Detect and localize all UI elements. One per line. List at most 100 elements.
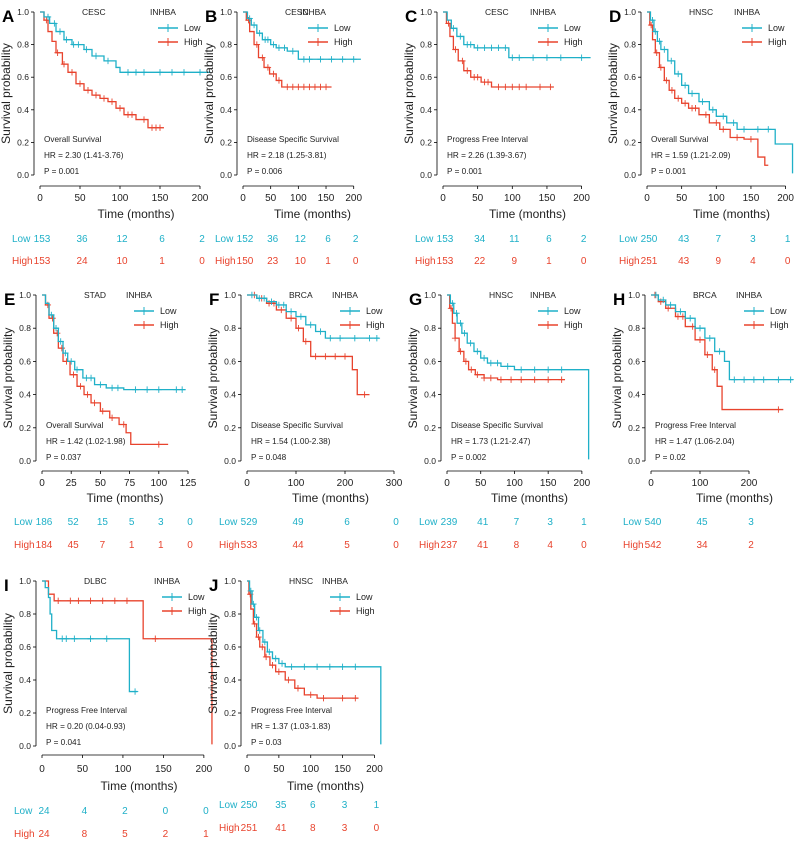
censor-mark-low	[474, 44, 481, 52]
risk-count-low: 0	[163, 806, 169, 817]
x-tick-label: 200	[573, 193, 590, 204]
censor-mark-high	[120, 421, 127, 428]
x-tick-label: 50	[475, 478, 487, 489]
y-tick-label: 0.6	[220, 72, 232, 82]
risk-row-label-high: High	[12, 256, 33, 267]
x-tick-label: 200	[366, 764, 383, 775]
censor-mark-high	[284, 83, 291, 91]
x-tick-label: 200	[337, 478, 354, 489]
legend-censor-low	[168, 593, 176, 601]
risk-count-low: 6	[546, 234, 552, 245]
legend-censor-high	[314, 38, 322, 46]
censor-mark-low	[63, 36, 70, 43]
km-panel-B: B Survival probability 0.0 0.2 0.4 0.6 0.8 1.0 0…	[202, 7, 362, 267]
legend-censor-low	[336, 593, 344, 601]
censor-mark-high	[509, 83, 516, 91]
km-curve-high	[247, 580, 359, 699]
censor-mark-low	[327, 334, 334, 342]
p-value: P = 0.006	[247, 167, 283, 176]
censor-mark-high	[468, 366, 475, 373]
y-tick-label: 0.2	[424, 423, 436, 433]
x-axis-label: Time (months)	[696, 491, 773, 505]
risk-count-low: 3	[750, 234, 756, 245]
censor-mark-high	[507, 376, 515, 383]
legend-censor-high	[346, 321, 354, 329]
censor-mark-low	[578, 54, 585, 61]
x-tick-label: 150	[318, 193, 335, 204]
legend-censor-high	[164, 38, 172, 46]
censor-mark-low	[467, 41, 474, 48]
legend-label-high: High	[366, 320, 385, 330]
y-tick-label: 0.6	[19, 642, 31, 652]
censor-mark-low	[143, 386, 151, 393]
hazard-ratio: HR = 0.20 (0.04-0.93)	[46, 722, 126, 731]
y-tick-label: 0.2	[19, 423, 31, 433]
legend-censor-high	[168, 607, 176, 615]
risk-count-high: 153	[34, 256, 51, 267]
risk-count-high: 0	[581, 256, 587, 267]
risk-count-low: 49	[292, 517, 304, 528]
censor-mark-low	[275, 44, 283, 52]
risk-count-low: 3	[547, 517, 553, 528]
censor-mark-low	[373, 334, 381, 342]
censor-mark-low	[775, 376, 782, 383]
endpoint-label: Progress Free Interval	[46, 706, 127, 715]
censor-mark-high	[747, 135, 755, 143]
x-tick-label: 200	[192, 193, 209, 204]
y-tick-label: 0.6	[420, 72, 432, 82]
censor-mark-high	[108, 414, 116, 422]
censor-mark-low	[467, 339, 474, 347]
legend-label-high: High	[356, 606, 375, 616]
censor-mark-high	[451, 334, 459, 342]
y-tick-label: 0.0	[19, 456, 31, 466]
y-tick-label: 0.4	[19, 390, 31, 400]
risk-count-high: 5	[344, 540, 350, 551]
km-curve-high	[42, 580, 213, 745]
risk-count-low: 6	[325, 234, 331, 245]
censor-mark-low	[264, 36, 272, 43]
y-tick-label: 0.8	[424, 323, 436, 333]
censor-mark-low	[558, 366, 565, 373]
censor-mark-low	[731, 376, 738, 383]
y-tick-label: 0.6	[628, 356, 640, 366]
hazard-ratio: HR = 1.42 (1.02-1.98)	[46, 437, 126, 446]
risk-count-low: 36	[76, 234, 88, 245]
censor-mark-high	[531, 376, 538, 383]
censor-mark-low	[557, 54, 565, 61]
hazard-ratio: HR = 1.73 (1.21-2.47)	[451, 437, 531, 446]
risk-count-low: 36	[267, 234, 279, 245]
panel-title: BRCA	[289, 290, 313, 300]
censor-mark-low	[103, 635, 110, 642]
risk-row-label-high: High	[14, 829, 35, 840]
censor-mark-low	[787, 376, 794, 383]
panel-letter-E: E	[4, 290, 15, 309]
censor-mark-low	[450, 25, 457, 32]
x-tick-label: 100	[150, 478, 167, 489]
censor-mark-low	[543, 54, 551, 61]
censor-mark-low	[457, 33, 464, 40]
censor-mark-high	[361, 391, 368, 398]
censor-mark-high	[91, 399, 98, 407]
censor-mark-low	[97, 381, 104, 388]
km-panel-J: J Survival probability 0.0 0.2 0.4 0.6 0.8 1.0 0…	[206, 576, 383, 834]
legend-title: INHBA	[332, 290, 358, 300]
y-tick-label: 0.6	[624, 72, 636, 82]
censor-mark-high	[70, 371, 77, 378]
risk-count-high: 8	[514, 540, 520, 551]
risk-count-low: 250	[241, 800, 258, 811]
risk-count-high: 1	[546, 256, 552, 267]
panel-letter-B: B	[205, 7, 217, 26]
censor-mark-low	[750, 376, 758, 383]
censor-mark-high	[76, 80, 84, 87]
x-tick-label: 0	[644, 193, 650, 204]
y-tick-label: 0.2	[628, 423, 640, 433]
censor-mark-low	[261, 638, 269, 646]
risk-row-label-high: High	[219, 540, 240, 551]
censor-mark-low	[278, 660, 286, 667]
risk-count-low: 0	[203, 806, 209, 817]
legend-censor-low	[748, 24, 756, 32]
censor-mark-high	[692, 104, 699, 112]
risk-count-high: 10	[295, 256, 307, 267]
risk-count-low: 35	[275, 800, 287, 811]
x-tick-label: 125	[180, 478, 197, 489]
